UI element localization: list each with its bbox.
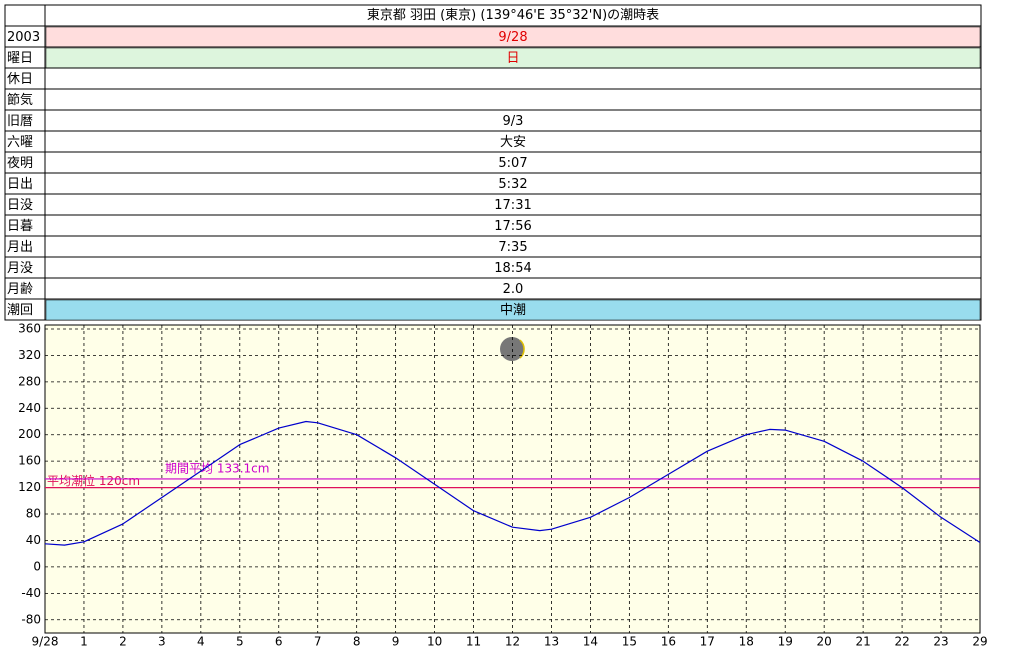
x-tick-label: 11 [466,635,481,649]
x-tick-label: 29 [972,635,987,649]
row-label: 六曜 [7,135,33,150]
x-tick-label: 10 [427,635,442,649]
row-label: 旧暦 [7,114,33,129]
row-label: 潮回 [7,303,33,318]
row-value: 7:35 [498,240,527,255]
row-label: 2003 [7,30,40,45]
x-tick-label: 9/28 [32,635,59,649]
row-label: 夜明 [7,156,33,171]
row-label: 日没 [7,198,33,213]
row-label: 休日 [7,72,33,87]
row-value: 18:54 [494,261,531,276]
row-label: 月出 [7,240,33,255]
x-tick-label: 19 [778,635,793,649]
reference-label: 期間平均 133.1cm [165,461,269,475]
row-label: 日暮 [7,219,33,234]
x-tick-label: 2 [119,635,127,649]
reference-label: 平均潮位 120cm [47,473,140,488]
x-tick-label: 17 [700,635,715,649]
x-tick-label: 21 [855,635,870,649]
moon-icon [500,337,524,361]
x-tick-label: 20 [817,635,832,649]
row-label: 曜日 [7,51,33,66]
y-tick-label: 240 [18,401,41,415]
y-tick-label: 320 [18,348,41,362]
row-label: 日出 [7,177,33,192]
row-value: 2.0 [503,282,524,297]
y-tick-label: 280 [18,374,41,388]
y-tick-label: 40 [26,533,41,547]
y-tick-label: 360 [18,321,41,335]
table-title: 東京都 羽田 (東京) (139°46'E 35°32'N)の潮時表 [367,7,659,23]
x-tick-label: 6 [275,635,283,649]
x-tick-label: 8 [353,635,361,649]
x-tick-label: 14 [583,635,598,649]
x-tick-label: 16 [661,635,676,649]
row-value: 9/28 [498,30,527,45]
row-value: 大安 [500,135,526,150]
y-tick-label: 200 [18,427,41,441]
y-tick-label: 0 [33,559,41,573]
row-value: 5:32 [498,177,527,192]
row-value: 日 [506,51,519,66]
moon-crescent [519,339,525,359]
y-tick-label: 120 [18,480,41,494]
x-tick-label: 1 [80,635,88,649]
row-value: 9/3 [503,114,524,129]
x-tick-label: 15 [622,635,637,649]
row-value: 17:56 [494,219,531,234]
x-tick-label: 5 [236,635,244,649]
row-value: 17:31 [494,198,531,213]
x-tick-label: 23 [933,635,948,649]
row-label: 節気 [7,92,33,108]
x-tick-label: 22 [894,635,909,649]
x-tick-label: 4 [197,635,205,649]
y-tick-label: 80 [26,507,41,521]
value-cell [45,299,981,321]
row-label: 月齢 [7,282,33,297]
y-tick-label: -40 [21,586,41,600]
x-tick-label: 13 [544,635,559,649]
tide-curve [44,420,981,546]
x-tick-label: 12 [505,635,520,649]
row-label: 月没 [7,261,33,276]
row-value: 5:07 [498,156,527,171]
x-tick-label: 18 [739,635,754,649]
y-tick-label: 160 [18,454,41,468]
row-value: 中潮 [500,303,526,318]
x-tick-label: 7 [314,635,322,649]
x-tick-label: 9 [392,635,400,649]
x-tick-label: 3 [158,635,166,649]
y-tick-label: -80 [21,612,41,626]
